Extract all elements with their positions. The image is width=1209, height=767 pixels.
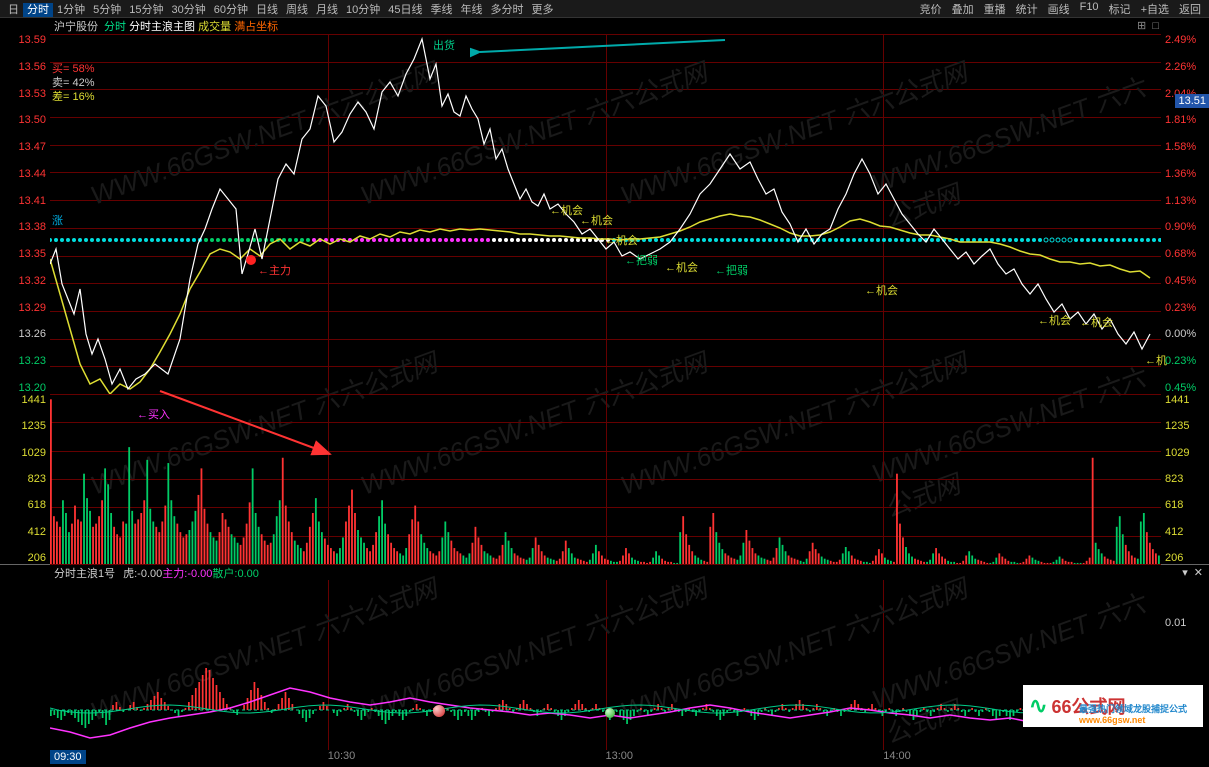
toolbar-item[interactable]: 月线 [312,4,342,16]
buy-sell-stats: 买= 58% 卖= 42% 差= 16% [52,62,95,104]
toolbar-item[interactable]: 1分钟 [53,4,89,16]
logo-wave-icon: ∿ [1029,693,1047,719]
site-logo: ∿ 66公式网 最强热门领域龙股捕捉公式www.66gsw.net [1023,685,1203,727]
toolbar-item[interactable]: 统计 [1012,1,1042,17]
plot-area[interactable]: WWW.66GSW.NET 六六公式网 WWW.66GSW.NET 六六公式网 … [50,34,1161,394]
main-price-chart[interactable]: 13.5913.5613.5313.5013.4713.4413.4113.38… [0,34,1209,394]
toolbar-item[interactable]: 季线 [427,4,457,16]
time-label[interactable]: 09:30 [50,750,86,764]
time-label[interactable]: 13:00 [606,750,634,762]
indicator-label: 满占坐标 [234,21,278,33]
toolbar-item[interactable]: 日 [4,4,23,16]
lower-info-bar: 分时主浪1号 虎:-0.00主力:-0.00散户:0.00 ▾✕ [0,564,1209,580]
chart-annotation: ←把弱 [625,252,658,268]
y-axis-right: 2.49%2.26%2.04%1.81%1.58%1.36%1.13%0.90%… [1161,34,1209,394]
indicator-label: 分时 [104,21,126,33]
panel-buttons[interactable]: ▾✕ [1182,566,1209,579]
lower-indicator: 主力:-0.00 [162,568,212,580]
toolbar-item[interactable]: 画线 [1044,1,1074,17]
marker-ball-red [433,705,445,717]
vol-y-axis-right: 144112351029823618412206 [1161,394,1209,564]
toolbar-item[interactable]: 标记 [1105,1,1135,17]
toolbar-item[interactable]: F10 [1076,1,1103,17]
window-icons[interactable]: ⊞ □ [1137,19,1159,32]
toolbar-item[interactable]: 30分钟 [168,4,210,16]
toolbar-item[interactable]: 年线 [457,4,487,16]
chart-annotation: ←机会 [1038,312,1071,328]
indicator-label: 分时主浪主图 [129,21,195,33]
toolbar-item[interactable]: 叠加 [948,1,978,17]
chart-annotation: ←机会 [580,212,613,228]
toolbar-item[interactable]: 45日线 [384,4,426,16]
chart-annotation: 出货 [433,37,455,53]
toolbar-item[interactable]: 60分钟 [210,4,252,16]
lower-indicator: 虎:-0.00 [123,568,162,580]
toolbar-item[interactable]: 多分时 [487,4,528,16]
indicator-label: 成交量 [198,21,231,33]
lower-plot-area[interactable]: WWW.66GSW.NET 六六公式网 WWW.66GSW.NET 六六公式网 … [50,580,1161,750]
time-axis: 09:30 10:30 13:00 14:00 [0,750,1209,766]
toolbar-item[interactable]: 5分钟 [89,4,125,16]
chart-annotation: 涨 [52,212,63,228]
lower-indicator: 散户:0.00 [212,568,258,580]
toolbar-item[interactable]: 重播 [980,1,1010,17]
vol-plot-area[interactable] [50,394,1161,564]
indicator-bar: 沪宁股份 分时 分时主浪主图 成交量 满占坐标 ⊞ □ [0,18,1209,34]
vol-y-axis-left: 144112351029823618412206 [0,394,50,564]
chart-annotation: ←机会 [550,202,583,218]
chart-annotation: ←机会 [665,259,698,275]
lower-title: 分时主浪1号 [54,565,115,581]
time-label[interactable]: 14:00 [883,750,911,762]
toolbar-item[interactable]: 10分钟 [342,4,384,16]
toolbar-item[interactable]: 更多 [528,4,558,16]
chart-annotation: ←把弱 [715,262,748,278]
toolbar-item[interactable]: 返回 [1175,1,1205,17]
toolbar: 日分时1分钟5分钟15分钟30分钟60分钟日线周线月线10分钟45日线季线年线多… [0,0,1209,18]
toolbar-item[interactable]: 分时 [23,3,53,17]
marker-ball-green [605,708,615,718]
toolbar-item[interactable]: +自选 [1137,1,1173,17]
toolbar-item[interactable]: 周线 [282,4,312,16]
current-price-tag: 13.51 [1175,94,1209,108]
toolbar-item[interactable]: 15分钟 [125,4,167,16]
toolbar-item[interactable]: 日线 [252,4,282,16]
time-label[interactable]: 10:30 [328,750,356,762]
y-axis-left: 13.5913.5613.5313.5013.4713.4413.4113.38… [0,34,50,394]
chart-annotation: ←主力 [258,262,291,278]
chart-annotation: ←机会 [1080,314,1113,330]
chart-annotation: ←机会 [605,232,638,248]
stock-name: 沪宁股份 [54,18,98,34]
volume-chart[interactable]: 144112351029823618412206 144112351029823… [0,394,1209,564]
toolbar-item[interactable]: 竞价 [916,1,946,17]
chart-annotation: ←机会 [865,282,898,298]
